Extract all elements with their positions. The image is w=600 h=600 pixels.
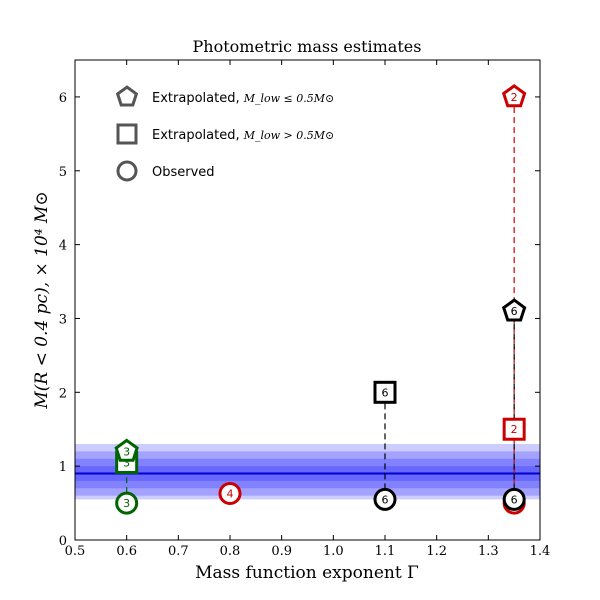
reference-band-group [75, 444, 540, 500]
y-tick-label: 6 [59, 91, 67, 106]
square-marker [373, 380, 397, 404]
legend-circle-icon [116, 160, 138, 182]
y-tick-label: 5 [59, 165, 67, 180]
x-tick-label: 1.0 [323, 544, 344, 559]
legend-pentagon-icon [115, 85, 139, 107]
circle-marker [115, 491, 139, 515]
pentagon-marker [501, 84, 527, 108]
reference-band [75, 444, 540, 500]
point-label: 2 [511, 91, 518, 104]
point-label: 6 [382, 493, 389, 506]
y-tick-label: 4 [59, 239, 67, 254]
circle-marker [218, 481, 242, 505]
circle-marker [373, 487, 397, 511]
x-tick-label: 0.9 [271, 544, 292, 559]
plot-frame [74, 59, 541, 541]
x-tick-label: 0.7 [168, 544, 189, 559]
point-label: 6 [382, 386, 389, 399]
point-label: 3 [123, 497, 130, 510]
point-label: 3 [123, 456, 130, 469]
x-tick-label: 0.5 [65, 544, 86, 559]
chart-title: Photometric mass estimates [193, 37, 422, 56]
x-tick-label: 1.1 [375, 544, 396, 559]
stem-group [126, 96, 515, 504]
legend-label-text: Observed [152, 165, 215, 180]
point-label: 3 [123, 445, 130, 458]
square-marker [502, 417, 526, 441]
point-label: 6 [511, 493, 518, 506]
y-tick-label: 0 [59, 534, 67, 549]
circle-marker [502, 487, 526, 511]
legend-label-text: Extrapolated, [152, 128, 244, 143]
point-label: 6 [511, 305, 518, 318]
y-tick-label: 3 [59, 312, 67, 327]
x-tick-label: 1.2 [426, 544, 447, 559]
legend-label: Extrapolated, M_low ≤ 0.5M⊙ [152, 91, 334, 106]
pentagon-marker [114, 438, 139, 462]
x-tick-group: 0.5 0.6 0.7 0.8 0.9 1.0 1.1 1.2 1.3 1.4 [65, 60, 551, 559]
y-tick-label: 2 [59, 386, 67, 401]
point-group: 33346622266 [114, 84, 527, 515]
x-axis-label: Mass function exponent Γ [195, 563, 419, 583]
legend-label: Extrapolated, M_low > 0.5M⊙ [152, 128, 334, 143]
legend-square-icon [116, 123, 138, 145]
point-label: 2 [511, 423, 518, 436]
y-axis-label: M(R < 0.4 pc), × 10⁴ M⊙ [32, 191, 52, 409]
y-tick-group: 0 1 2 3 4 5 6 [59, 91, 540, 549]
x-tick-label: 0.6 [116, 544, 137, 559]
legend-label-math: M_low > 0.5M⊙ [243, 129, 335, 142]
x-tick-label: 0.8 [220, 544, 241, 559]
legend-label-text: Extrapolated, [152, 91, 244, 106]
pentagon-marker [501, 298, 527, 322]
legend-label-math: M_low ≤ 0.5M⊙ [243, 92, 335, 105]
legend: Extrapolated, M_low ≤ 0.5M⊙Extrapolated,… [115, 85, 334, 182]
point-label: 4 [227, 487, 234, 500]
legend-label: Observed [152, 165, 215, 180]
x-tick-label: 1.3 [478, 544, 499, 559]
x-tick-label: 1.4 [530, 544, 551, 559]
y-tick-label: 1 [59, 460, 67, 475]
